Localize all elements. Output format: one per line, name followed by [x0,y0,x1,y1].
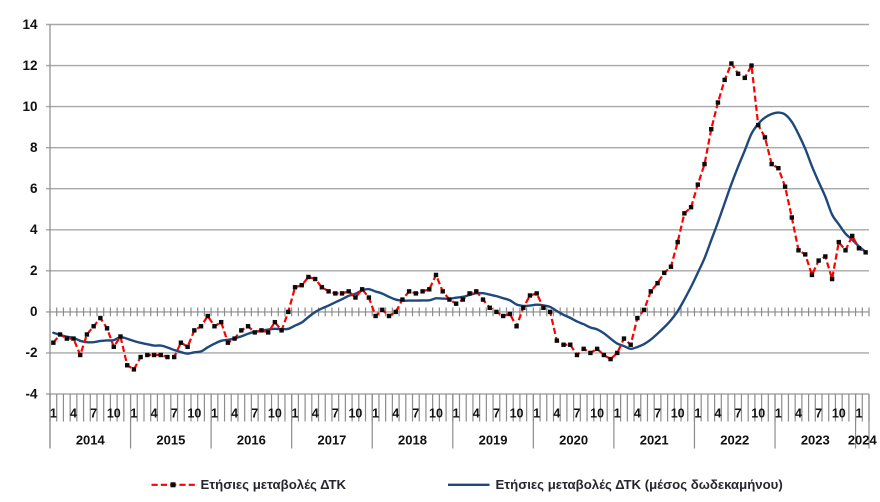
svg-text:10: 10 [348,407,362,421]
svg-text:1: 1 [130,407,137,421]
svg-text:7: 7 [332,407,339,421]
svg-text:2023: 2023 [801,433,830,448]
svg-text:7: 7 [735,407,742,421]
svg-text:7: 7 [654,407,661,421]
svg-text:4: 4 [634,407,641,421]
svg-text:4: 4 [151,407,158,421]
svg-text:4: 4 [392,407,399,421]
svg-text:2021: 2021 [640,433,669,448]
svg-text:Ετήσιες μεταβολές ΔΤΚ (μέσος δ: Ετήσιες μεταβολές ΔΤΚ (μέσος δωδεκαμήνου… [496,477,783,492]
svg-text:1: 1 [694,407,701,421]
svg-text:4: 4 [473,407,480,421]
svg-text:2014: 2014 [76,433,106,448]
svg-text:1: 1 [533,407,540,421]
svg-text:0: 0 [30,304,38,319]
svg-text:1: 1 [292,407,299,421]
svg-text:1: 1 [775,407,782,421]
svg-text:10: 10 [107,407,121,421]
svg-text:10: 10 [268,407,282,421]
svg-text:12: 12 [22,58,37,73]
svg-text:2017: 2017 [317,433,346,448]
svg-text:7: 7 [412,407,419,421]
svg-text:7: 7 [90,407,97,421]
svg-text:4: 4 [70,407,77,421]
svg-text:2024: 2024 [848,433,878,448]
svg-text:7: 7 [574,407,581,421]
svg-text:10: 10 [590,407,604,421]
svg-text:4: 4 [553,407,560,421]
svg-text:7: 7 [815,407,822,421]
svg-text:10: 10 [751,407,765,421]
svg-text:10: 10 [429,407,443,421]
svg-text:1: 1 [50,407,57,421]
svg-text:2019: 2019 [479,433,508,448]
svg-text:10: 10 [671,407,685,421]
svg-text:10: 10 [510,407,524,421]
svg-text:10: 10 [22,99,37,114]
svg-text:4: 4 [231,407,238,421]
svg-text:4: 4 [795,407,802,421]
svg-text:1: 1 [855,407,862,421]
svg-text:2015: 2015 [156,433,185,448]
svg-text:2: 2 [30,263,38,278]
svg-text:1: 1 [453,407,460,421]
svg-text:-4: -4 [25,386,37,401]
svg-text:10: 10 [832,407,846,421]
svg-text:2022: 2022 [720,433,749,448]
svg-text:7: 7 [251,407,258,421]
svg-text:4: 4 [714,407,721,421]
svg-text:14: 14 [22,17,38,32]
svg-text:1: 1 [614,407,621,421]
svg-text:6: 6 [30,181,38,196]
svg-text:-2: -2 [25,345,37,360]
svg-text:4: 4 [312,407,319,421]
svg-text:Ετήσιες μεταβολές ΔΤΚ: Ετήσιες μεταβολές ΔΤΚ [201,477,347,492]
svg-text:1: 1 [211,407,218,421]
svg-text:4: 4 [30,222,38,237]
svg-text:1: 1 [372,407,379,421]
svg-text:7: 7 [493,407,500,421]
svg-text:2018: 2018 [398,433,427,448]
svg-text:7: 7 [171,407,178,421]
svg-text:2016: 2016 [237,433,266,448]
svg-text:8: 8 [30,140,38,155]
svg-text:2020: 2020 [559,433,588,448]
svg-text:10: 10 [187,407,201,421]
